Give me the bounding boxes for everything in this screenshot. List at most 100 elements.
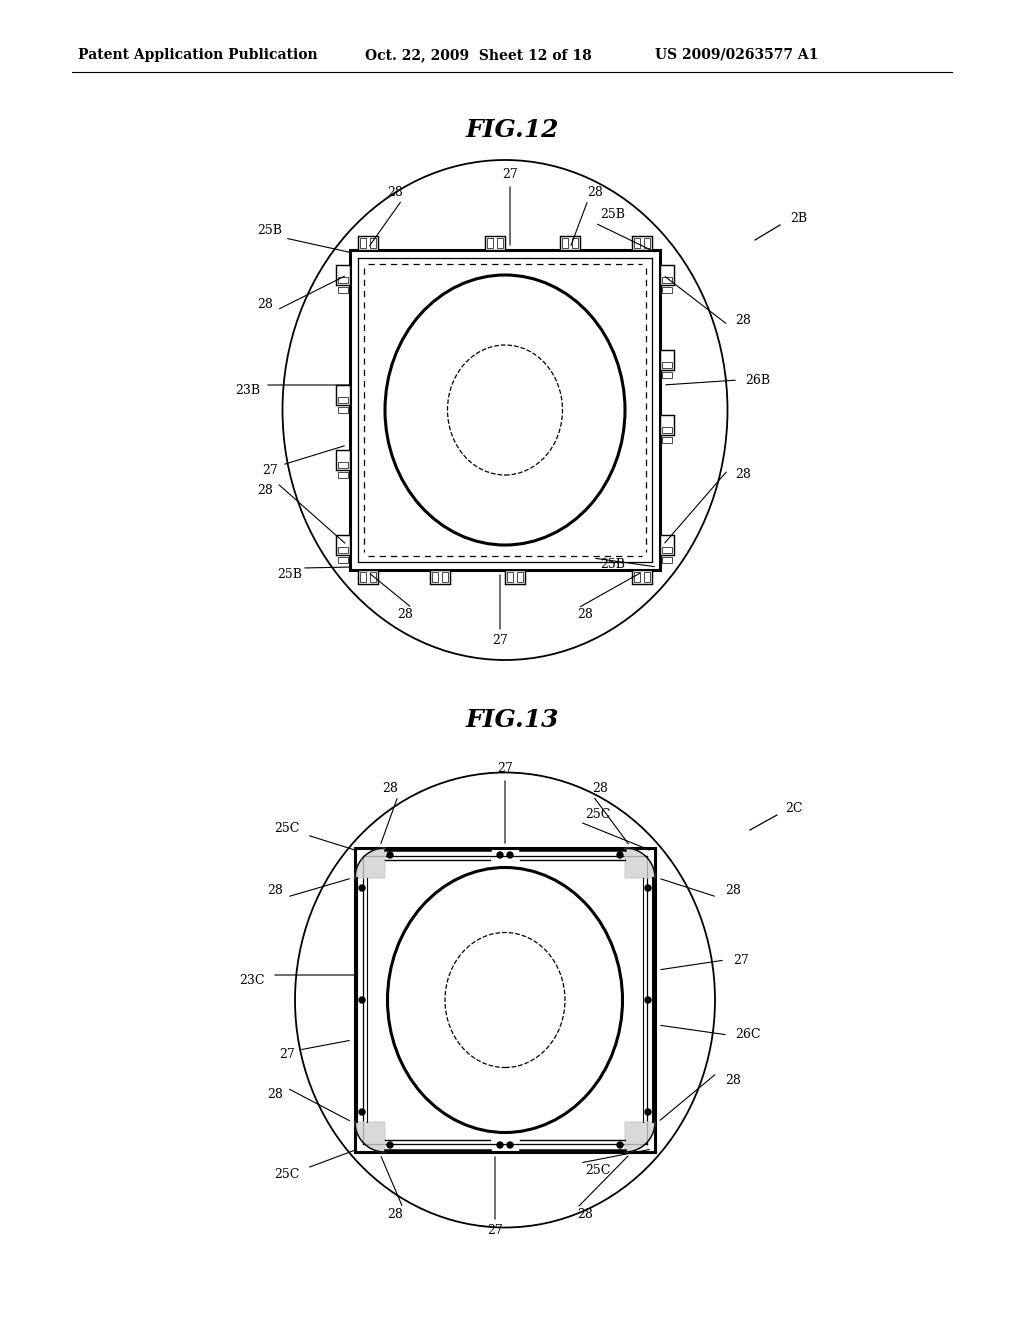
- Bar: [338, 557, 348, 564]
- Bar: [360, 238, 366, 248]
- Text: 26C: 26C: [735, 1028, 761, 1041]
- Bar: [660, 535, 674, 554]
- Text: 26B: 26B: [745, 374, 770, 387]
- Text: 25B: 25B: [278, 569, 302, 582]
- Circle shape: [507, 851, 513, 858]
- Bar: [517, 572, 523, 582]
- Text: 28: 28: [397, 609, 413, 622]
- Text: 25B: 25B: [600, 558, 625, 572]
- Bar: [338, 397, 348, 403]
- Text: 28: 28: [735, 314, 751, 326]
- Circle shape: [497, 1142, 503, 1148]
- Bar: [660, 265, 674, 285]
- Bar: [505, 570, 525, 583]
- Circle shape: [359, 884, 365, 891]
- Bar: [644, 572, 650, 582]
- Text: 28: 28: [267, 883, 283, 896]
- Bar: [358, 236, 378, 249]
- Text: 25C: 25C: [585, 1163, 610, 1176]
- Text: 27: 27: [502, 168, 518, 181]
- Circle shape: [387, 851, 393, 858]
- Polygon shape: [355, 1122, 385, 1152]
- Circle shape: [645, 1109, 651, 1115]
- Text: 28: 28: [735, 469, 751, 482]
- Bar: [507, 572, 513, 582]
- Text: 27: 27: [493, 634, 508, 647]
- Bar: [634, 572, 640, 582]
- Text: Oct. 22, 2009  Sheet 12 of 18: Oct. 22, 2009 Sheet 12 of 18: [365, 48, 592, 62]
- Bar: [634, 238, 640, 248]
- Polygon shape: [625, 1122, 655, 1152]
- Circle shape: [617, 851, 623, 858]
- Bar: [662, 277, 672, 282]
- Text: 27: 27: [487, 1224, 503, 1237]
- Bar: [336, 535, 350, 554]
- Text: 25C: 25C: [585, 808, 610, 821]
- Text: 2B: 2B: [790, 211, 807, 224]
- Text: 28: 28: [725, 1073, 741, 1086]
- Bar: [336, 385, 350, 405]
- Text: 25B: 25B: [600, 209, 625, 222]
- Text: 25C: 25C: [274, 821, 300, 834]
- Circle shape: [359, 1109, 365, 1115]
- Text: US 2009/0263577 A1: US 2009/0263577 A1: [655, 48, 818, 62]
- Bar: [358, 570, 378, 583]
- Bar: [662, 557, 672, 564]
- Bar: [370, 572, 376, 582]
- Bar: [662, 437, 672, 444]
- Text: 28: 28: [578, 609, 593, 622]
- Bar: [485, 236, 505, 249]
- Text: 28: 28: [578, 1209, 593, 1221]
- Text: 28: 28: [267, 1089, 283, 1101]
- Bar: [338, 473, 348, 478]
- Bar: [660, 414, 674, 436]
- Bar: [487, 238, 493, 248]
- Bar: [660, 350, 674, 370]
- Bar: [632, 236, 652, 249]
- Bar: [336, 265, 350, 285]
- Bar: [562, 238, 568, 248]
- Bar: [662, 286, 672, 293]
- Bar: [432, 572, 438, 582]
- Circle shape: [645, 884, 651, 891]
- Bar: [442, 572, 449, 582]
- Bar: [338, 286, 348, 293]
- Circle shape: [497, 851, 503, 858]
- Bar: [560, 236, 580, 249]
- Bar: [632, 570, 652, 583]
- Text: 28: 28: [387, 186, 402, 198]
- Text: 28: 28: [587, 186, 603, 198]
- Bar: [662, 546, 672, 553]
- Circle shape: [645, 997, 651, 1003]
- Text: 25B: 25B: [257, 223, 283, 236]
- Text: 28: 28: [725, 883, 741, 896]
- Bar: [338, 462, 348, 469]
- Text: FIG.13: FIG.13: [465, 708, 559, 733]
- Bar: [644, 238, 650, 248]
- Text: 2C: 2C: [785, 801, 803, 814]
- Text: 28: 28: [592, 781, 608, 795]
- Text: 23C: 23C: [240, 974, 265, 986]
- Polygon shape: [625, 847, 655, 878]
- Circle shape: [507, 1142, 513, 1148]
- Text: 25C: 25C: [274, 1168, 300, 1181]
- Bar: [662, 426, 672, 433]
- Bar: [662, 362, 672, 368]
- Text: 27: 27: [733, 953, 749, 966]
- Bar: [338, 277, 348, 282]
- Polygon shape: [355, 847, 385, 878]
- Circle shape: [617, 1142, 623, 1148]
- Text: 28: 28: [387, 1209, 402, 1221]
- Circle shape: [359, 997, 365, 1003]
- Bar: [336, 450, 350, 470]
- Text: 27: 27: [280, 1048, 295, 1061]
- Bar: [662, 372, 672, 378]
- Bar: [497, 238, 503, 248]
- Text: 27: 27: [262, 463, 278, 477]
- Text: 28: 28: [257, 483, 273, 496]
- Text: 28: 28: [257, 298, 273, 312]
- Text: FIG.12: FIG.12: [465, 117, 559, 143]
- Bar: [430, 570, 450, 583]
- Text: 28: 28: [382, 781, 398, 795]
- Circle shape: [387, 1142, 393, 1148]
